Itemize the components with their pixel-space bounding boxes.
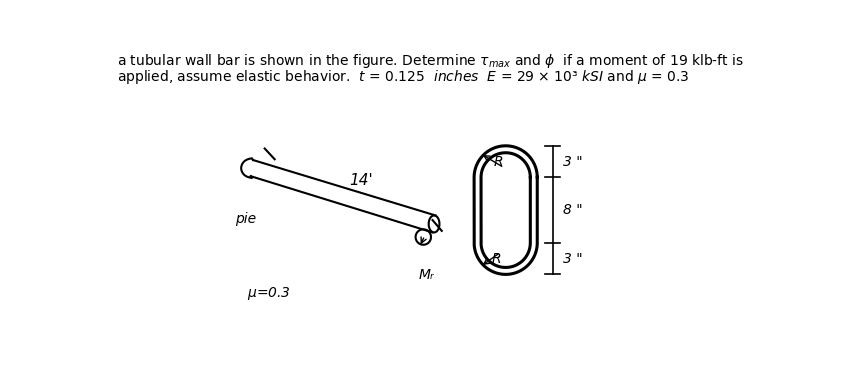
Text: R: R xyxy=(491,252,501,266)
Text: $\mu$=0.3: $\mu$=0.3 xyxy=(247,285,291,302)
Text: pie: pie xyxy=(235,212,256,226)
Text: 3 ": 3 " xyxy=(563,252,583,266)
Text: 14': 14' xyxy=(349,173,372,188)
Text: 3 ": 3 " xyxy=(563,155,583,169)
Text: applied, assume elastic behavior.  $t$ = 0.125  $inches$  $E$ = 29 × 10³ $kSI$ a: applied, assume elastic behavior. $t$ = … xyxy=(117,68,689,86)
Text: 8 ": 8 " xyxy=(563,203,583,217)
Text: Mᵣ: Mᵣ xyxy=(418,268,434,282)
Text: a tubular wall bar is shown in the figure. Determine $\tau_{max}$ and $\phi$  if: a tubular wall bar is shown in the figur… xyxy=(117,52,744,70)
Text: R: R xyxy=(493,155,503,169)
